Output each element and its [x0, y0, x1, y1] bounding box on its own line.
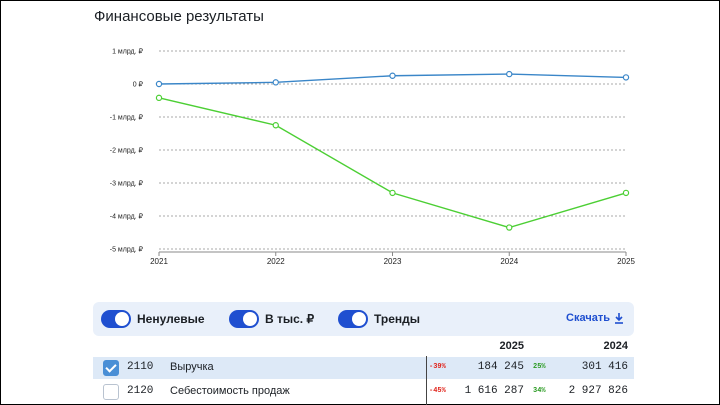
data-point — [272, 79, 279, 86]
table-row[interactable]: 2120 Себестоимость продаж -45% 1 616 287… — [93, 381, 634, 403]
y-tick-label: -1 млрд. ₽ — [110, 114, 144, 122]
financial-results-chart: 1 млрд. ₽ 0 ₽ -1 млрд. ₽ -2 млрд. ₽ -3 млрд.… — [110, 48, 636, 267]
x-tick-label: 2025 — [617, 257, 635, 266]
download-label: Скачать — [566, 312, 610, 324]
row-code: 2120 — [127, 385, 154, 397]
toggle-thousands[interactable]: В тыс. ₽ — [229, 310, 314, 328]
row-checkbox[interactable] — [103, 384, 119, 400]
download-icon — [615, 312, 623, 324]
data-point — [389, 189, 396, 197]
y-tick-label: -3 млрд. ₽ — [110, 180, 144, 188]
row-change-2025: -39% — [429, 363, 446, 371]
data-point — [622, 74, 630, 81]
y-tick-label: -5 млрд. ₽ — [110, 246, 144, 254]
nonzero-switch[interactable] — [101, 310, 131, 328]
toggle-thousands-label: В тыс. ₽ — [265, 312, 315, 326]
column-year-2025: 2025 — [499, 340, 524, 352]
data-point — [389, 72, 396, 79]
toggle-trends-label: Тренды — [374, 312, 420, 326]
x-tick-label: 2021 — [150, 257, 168, 266]
column-year-2024: 2024 — [603, 340, 628, 352]
table-row[interactable]: 2110 Выручка -39% 184 245 25% 301 416 — [93, 357, 634, 379]
table-header: 2025 2024 — [93, 338, 634, 356]
toggle-nonzero-label: Ненулевые — [137, 312, 205, 326]
data-point — [155, 80, 163, 88]
download-button[interactable]: Скачать — [566, 312, 624, 324]
toggle-trends[interactable]: Тренды — [338, 310, 420, 328]
x-tick-label: 2024 — [500, 257, 518, 266]
x-tick-label: 2022 — [267, 257, 285, 266]
data-point — [155, 94, 163, 102]
page-title: Финансовые результаты — [94, 8, 264, 25]
row-value-2024: 2 927 826 — [568, 385, 628, 397]
y-tick-label: -2 млрд. ₽ — [110, 147, 144, 155]
row-change-2025: -45% — [429, 387, 446, 395]
toggle-nonzero[interactable]: Ненулевые — [101, 310, 205, 328]
row-value-2025: 184 245 — [477, 361, 524, 373]
trends-switch[interactable] — [338, 310, 368, 328]
y-tick-label: 0 ₽ — [133, 81, 144, 89]
data-point — [622, 189, 630, 197]
row-change-2024: 34% — [533, 387, 546, 395]
column-divider — [426, 356, 427, 405]
data-point — [506, 70, 513, 78]
row-name: Себестоимость продаж — [170, 385, 290, 397]
y-tick-label: 1 млрд. ₽ — [112, 48, 143, 56]
thousands-switch[interactable] — [229, 310, 259, 328]
data-point — [506, 224, 513, 231]
data-point — [272, 122, 279, 129]
row-value-2025: 1 616 287 — [464, 385, 524, 397]
y-tick-label: -4 млрд. ₽ — [110, 213, 144, 221]
row-change-2024: 25% — [533, 363, 546, 371]
row-name: Выручка — [170, 361, 214, 373]
table-controls-bar: Ненулевые В тыс. ₽ Тренды Скачать — [93, 302, 634, 336]
row-code: 2110 — [127, 361, 154, 373]
x-tick-label: 2023 — [384, 257, 402, 266]
row-checkbox[interactable] — [103, 360, 119, 376]
row-value-2024: 301 416 — [581, 361, 628, 373]
